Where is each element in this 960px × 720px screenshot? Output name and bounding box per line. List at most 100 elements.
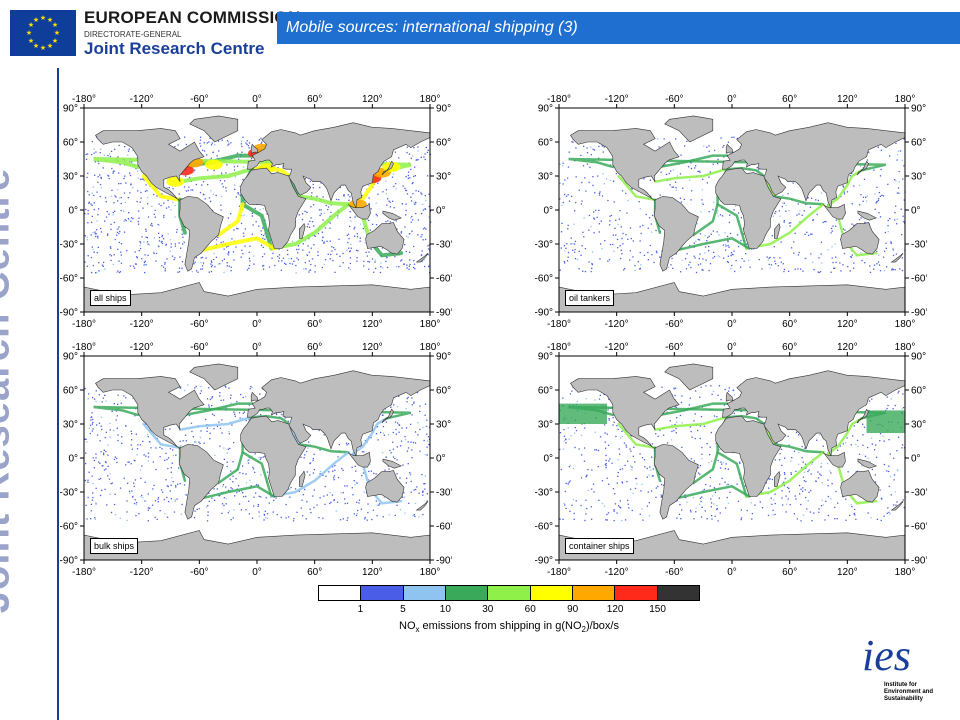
lat-tick-label: -90°	[535, 308, 553, 319]
lon-tick-label: 180°	[895, 567, 916, 578]
lat-tick-label: 30°	[63, 420, 78, 431]
lon-tick-label: 180°	[420, 342, 441, 353]
lon-tick-label: 180°	[895, 94, 916, 105]
lat-tick-label: 90°	[63, 104, 78, 115]
lon-tick-label: 120°	[837, 342, 858, 353]
lat-tick-label: 90°	[538, 104, 553, 115]
lon-tick-label: 120°	[837, 319, 858, 330]
lon-tick-label: 0°	[727, 319, 737, 330]
lon-tick-label: 120°	[362, 319, 383, 330]
colorbar-swatch	[530, 586, 573, 600]
side-rule	[57, 68, 59, 720]
colorbar-tick-label: 1	[357, 604, 364, 615]
lat-tick-label: -30°	[436, 488, 452, 499]
lon-tick-label: 60°	[307, 567, 322, 578]
map-panel-oil-tankers: -180° -180° -120° -120° -60° -60° 0° 0° 60° 60° 12…	[535, 92, 927, 340]
lat-tick-label: 0°	[436, 454, 446, 465]
lon-tick-label: -120°	[130, 94, 154, 105]
lon-tick-label: -120°	[605, 94, 629, 105]
lat-tick-label: -60°	[911, 274, 927, 285]
lat-tick-label: 90°	[538, 352, 553, 363]
continents	[83, 363, 431, 561]
colorbar-swatch	[445, 586, 489, 600]
lon-tick-label: -120°	[605, 319, 629, 330]
lon-tick-label: -60°	[665, 342, 683, 353]
lat-tick-label: 0°	[543, 206, 553, 217]
lon-tick-label: -60°	[190, 94, 208, 105]
lon-tick-label: 120°	[362, 342, 383, 353]
lat-tick-label: -30°	[535, 488, 553, 499]
shipping-lanes	[93, 402, 412, 505]
lon-tick-label: -180°	[72, 567, 96, 578]
lat-tick-label: -90°	[436, 308, 452, 319]
lon-tick-label: -60°	[665, 567, 683, 578]
lat-tick-label: -60°	[60, 274, 78, 285]
lon-tick-label: -60°	[190, 319, 208, 330]
ies-logo: ies Institute for Environment and Sustai…	[862, 631, 954, 716]
lat-tick-label: 60°	[538, 138, 553, 149]
lon-tick-label: -180°	[547, 342, 571, 353]
lat-tick-label: 90°	[911, 352, 926, 363]
svg-text:★: ★	[47, 16, 53, 24]
eu-flag-logo: ★ ★ ★ ★ ★ ★ ★ ★ ★ ★ ★ ★	[10, 10, 76, 56]
lon-tick-label: -180°	[72, 319, 96, 330]
lat-tick-label: 30°	[63, 172, 78, 183]
lon-tick-label: 60°	[307, 342, 322, 353]
lat-tick-label: -90°	[436, 556, 452, 567]
colorbar-tick-label: 150	[649, 604, 666, 615]
organization-header: EUROPEAN COMMISSION DIRECTORATE-GENERAL …	[84, 8, 300, 59]
lat-tick-label: -90°	[60, 556, 78, 567]
lat-tick-label: 0°	[436, 206, 446, 217]
lon-tick-label: -180°	[547, 567, 571, 578]
lon-tick-label: 0°	[727, 94, 737, 105]
lat-tick-label: 0°	[543, 454, 553, 465]
lat-tick-label: 60°	[911, 138, 926, 149]
org-jrc: Joint Research Centre	[84, 39, 265, 58]
svg-text:★: ★	[28, 37, 34, 45]
lon-tick-label: -60°	[665, 94, 683, 105]
svg-text:★: ★	[47, 42, 53, 50]
ies-institute-name: Institute for Environment and Sustainabi…	[884, 682, 934, 702]
lat-tick-label: 60°	[911, 386, 926, 397]
colorbar-swatch	[361, 586, 404, 600]
lon-tick-label: 120°	[362, 94, 383, 105]
colorbar-swatch	[403, 586, 446, 600]
panel-label: bulk ships	[90, 538, 139, 554]
svg-text:★: ★	[33, 42, 39, 50]
lon-tick-label: 120°	[362, 567, 383, 578]
lat-tick-label: 60°	[538, 386, 553, 397]
shipping-lanes	[93, 153, 412, 258]
lat-tick-label: 0°	[911, 454, 921, 465]
lon-tick-label: -180°	[547, 319, 571, 330]
lat-tick-label: 60°	[63, 138, 78, 149]
lat-tick-label: -90°	[911, 308, 927, 319]
panel-label: all ships	[90, 290, 131, 306]
lon-tick-label: 60°	[782, 94, 797, 105]
colorbar-tick-label: 90	[567, 604, 579, 615]
lon-tick-label: 0°	[252, 567, 262, 578]
lon-tick-label: -180°	[547, 94, 571, 105]
lat-tick-label: 30°	[911, 420, 926, 431]
lat-tick-label: -60°	[535, 274, 553, 285]
map-panel-container-ships: -180° -180° -120° -120° -60° -60° 0° 0° 60° 60° 12…	[535, 340, 927, 588]
ies-mark: ies	[862, 631, 911, 680]
lat-tick-label: 90°	[436, 352, 451, 363]
colorbar-tick-label: 10	[439, 604, 451, 615]
panel-label: oil tankers	[565, 290, 615, 306]
lat-tick-label: -60°	[60, 522, 78, 533]
lon-tick-label: -180°	[72, 342, 96, 353]
lat-tick-label: 60°	[63, 386, 78, 397]
lat-tick-label: 90°	[911, 104, 926, 115]
lon-tick-label: -60°	[665, 319, 683, 330]
colorbar-swatch	[572, 586, 616, 600]
slide-title-bar: Mobile sources: international shipping (…	[277, 12, 960, 44]
svg-text:★: ★	[40, 14, 46, 22]
lon-tick-label: 120°	[837, 94, 858, 105]
lat-tick-label: 30°	[538, 172, 553, 183]
lon-tick-label: 0°	[252, 342, 262, 353]
continents	[83, 115, 431, 313]
map-panel-bulk-ships: -180° -180° -120° -120° -60° -60° 0° 0° 60° 60° 12…	[60, 340, 452, 588]
svg-text:★: ★	[40, 44, 46, 52]
lat-tick-label: -30°	[436, 240, 452, 251]
lat-tick-label: 60°	[436, 386, 451, 397]
